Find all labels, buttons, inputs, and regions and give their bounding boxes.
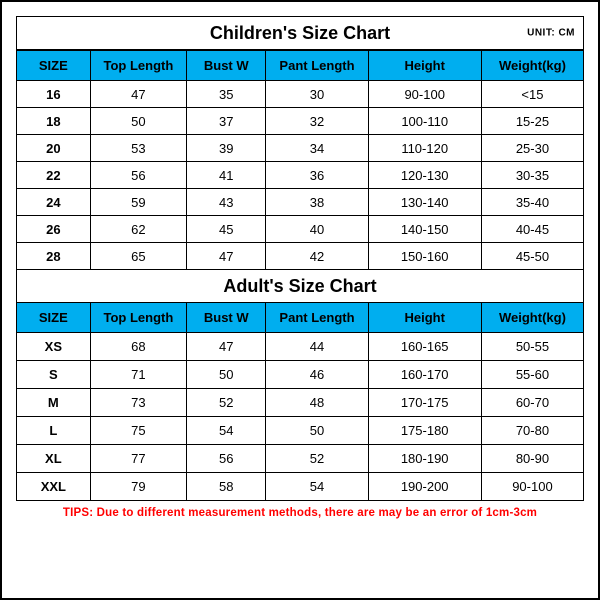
size-chart-container: Children's Size Chart UNIT: CM SIZE Top …	[0, 0, 600, 600]
table-row: 1647353090-100<15	[17, 81, 584, 108]
adult-title: Adult's Size Chart	[223, 276, 376, 297]
col-bust-w: Bust W	[187, 303, 266, 333]
table-row: XS684744160-16550-55	[17, 333, 584, 361]
col-height: Height	[368, 303, 481, 333]
table-row: M735248170-17560-70	[17, 389, 584, 417]
table-row: XXL795854190-20090-100	[17, 473, 584, 501]
col-size: SIZE	[17, 303, 91, 333]
adult-header-row: SIZE Top Length Bust W Pant Length Heigh…	[17, 303, 584, 333]
col-pant-length: Pant Length	[266, 303, 368, 333]
col-top-length: Top Length	[90, 51, 186, 81]
table-row: S715046160-17055-60	[17, 361, 584, 389]
table-row: L755450175-18070-80	[17, 417, 584, 445]
table-row: 20533934110-12025-30	[17, 135, 584, 162]
unit-label: UNIT: CM	[527, 28, 575, 39]
col-pant-length: Pant Length	[266, 51, 368, 81]
table-row: 26624540140-15040-45	[17, 216, 584, 243]
table-row: 24594338130-14035-40	[17, 189, 584, 216]
tips-text: TIPS: Due to different measurement metho…	[16, 507, 584, 519]
adult-title-row: Adult's Size Chart	[16, 269, 584, 303]
col-bust-w: Bust W	[187, 51, 266, 81]
children-header-row: SIZE Top Length Bust W Pant Length Heigh…	[17, 51, 584, 81]
table-row: 28654742150-16045-50	[17, 243, 584, 270]
children-title-row: Children's Size Chart UNIT: CM	[16, 16, 584, 50]
col-weight: Weight(kg)	[481, 51, 583, 81]
children-title: Children's Size Chart	[210, 23, 390, 44]
children-tbody: 1647353090-100<15 18503732100-11015-25 2…	[17, 81, 584, 270]
col-height: Height	[368, 51, 481, 81]
table-row: 22564136120-13030-35	[17, 162, 584, 189]
col-size: SIZE	[17, 51, 91, 81]
col-weight: Weight(kg)	[481, 303, 583, 333]
adult-tbody: XS684744160-16550-55 S715046160-17055-60…	[17, 333, 584, 501]
col-top-length: Top Length	[90, 303, 186, 333]
table-row: 18503732100-11015-25	[17, 108, 584, 135]
adult-size-table: SIZE Top Length Bust W Pant Length Heigh…	[16, 302, 584, 501]
children-size-table: SIZE Top Length Bust W Pant Length Heigh…	[16, 50, 584, 270]
table-row: XL775652180-19080-90	[17, 445, 584, 473]
